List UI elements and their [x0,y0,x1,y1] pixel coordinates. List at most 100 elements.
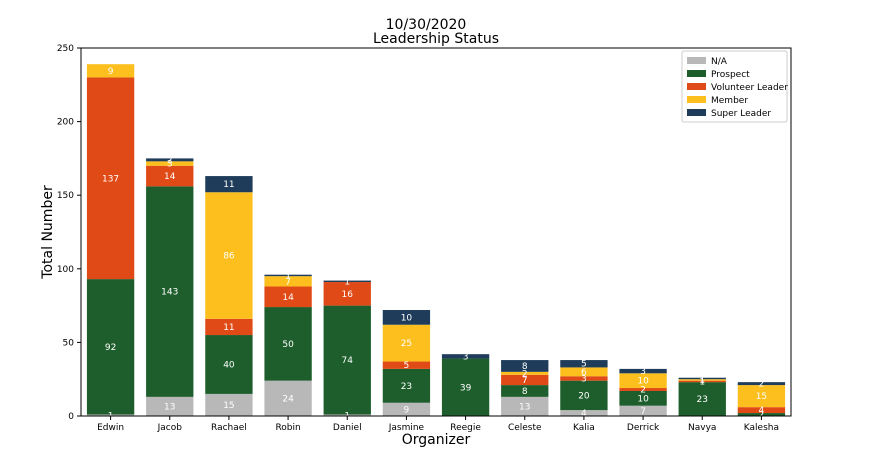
bar-segment [560,376,608,381]
bar-segment [501,374,549,386]
bar-segment [560,367,608,377]
bar-value-label: 14 [164,172,176,182]
bar-value-label: 25 [401,339,412,349]
bar-segment [560,380,608,411]
bar-segment [86,414,135,416]
bar-value-label: 3 [581,374,587,384]
bar-segment [146,396,194,416]
bar-value-label: 50 [282,340,294,350]
bar-value-label: 92 [105,343,116,353]
bar-value-label: 1 [699,377,705,387]
bar-value-label: 14 [282,293,294,303]
bar-segment [501,371,549,375]
bar-segment [323,280,371,283]
bar-segment [382,310,431,325]
bar-segment [560,410,608,416]
legend: N/A Prospect Volunteer Leader Member Super L… [681,50,788,123]
bar-segment [264,380,312,416]
legend-box [681,50,788,123]
x-tick-label: Jacob [157,423,183,433]
bar-value-label: 15 [223,401,234,411]
legend-label: Prospect [711,70,750,80]
bar-segment [678,380,726,383]
bar-value-label: 13 [519,402,530,412]
bar-segment [737,385,786,408]
bar-segment [382,324,431,362]
y-tick-label: 150 [57,191,74,201]
bar-segment [619,373,667,389]
bar-value-label: 86 [223,252,235,262]
chart-title: 10/30/2020 [386,17,467,33]
bar-segment [619,405,667,416]
bar-value-label: 74 [342,356,354,366]
bar-segment [441,358,490,416]
bar-value-label: 39 [460,383,472,393]
bar-value-label: 2 [759,380,765,390]
x-tick-label: Derrick [627,423,660,433]
bar-value-label: 1 [699,376,705,386]
bar-segment [382,402,431,416]
bar-segment [264,274,312,277]
bar-segment [382,368,431,403]
x-tick-label: Celeste [508,423,542,433]
bar-segment [323,282,371,306]
bar-value-label: 23 [401,382,412,392]
y-tick-label: 200 [57,118,74,128]
x-tick-label: Daniel [333,423,362,433]
y-axis-label: Total Number [40,185,56,280]
bar-segment [264,286,312,308]
bar-segment [323,414,371,416]
bar-value-label: 143 [161,288,178,298]
bar-value-label: 1 [344,277,350,287]
bar-value-label: 40 [223,360,235,370]
plot-frame [80,47,792,417]
bar-value-label: 3 [640,367,646,377]
bar-segment [737,382,786,386]
legend-label: Member [711,96,748,106]
bar-value-label: 8 [522,362,528,372]
bar-segment [382,361,431,369]
bar-segment [146,186,194,397]
bar-value-label: 4 [581,409,587,419]
x-tick-label: Robin [275,423,300,433]
x-tick-label: Kalesha [744,423,779,433]
bar-segment [205,335,253,394]
legend-swatch [687,70,706,77]
bar-value-label: 1 [699,374,705,384]
y-tick-label: 50 [63,338,75,348]
bar-segment [678,377,726,380]
x-tick-label: Navya [688,423,716,433]
bar-segment [501,396,549,416]
bar-segment [737,413,786,416]
bar-segment [619,388,667,391]
bar-segment [146,165,194,187]
bar-segment [86,279,135,415]
bar-segment [441,354,490,359]
bar-segment [501,385,549,397]
bar-value-label: 7 [640,407,646,417]
legend-swatch [687,96,706,103]
legend-swatch [687,57,706,64]
bar-segment [323,305,371,415]
bar-segment [146,161,194,166]
bar-segment [205,192,253,319]
bar-value-label: 9 [404,405,410,415]
bar-value-label: 2 [167,156,173,166]
bar-value-label: 24 [282,394,294,404]
bar-segment [264,307,312,381]
bar-value-label: 3 [463,352,469,362]
bars-layer [86,64,786,416]
legend-swatch [687,109,706,116]
x-tick-label: Kalia [573,423,595,433]
bar-value-label: 7 [522,376,528,386]
bar-value-label: 4 [759,406,765,416]
bar-value-label: 6 [581,368,587,378]
bar-value-label: 137 [102,174,119,184]
y-tick-label: 250 [57,44,74,54]
bar-segment [86,77,135,280]
bar-value-label: 11 [223,323,234,333]
legend-label: Volunteer Leader [711,83,788,93]
bar-segment [264,276,312,287]
